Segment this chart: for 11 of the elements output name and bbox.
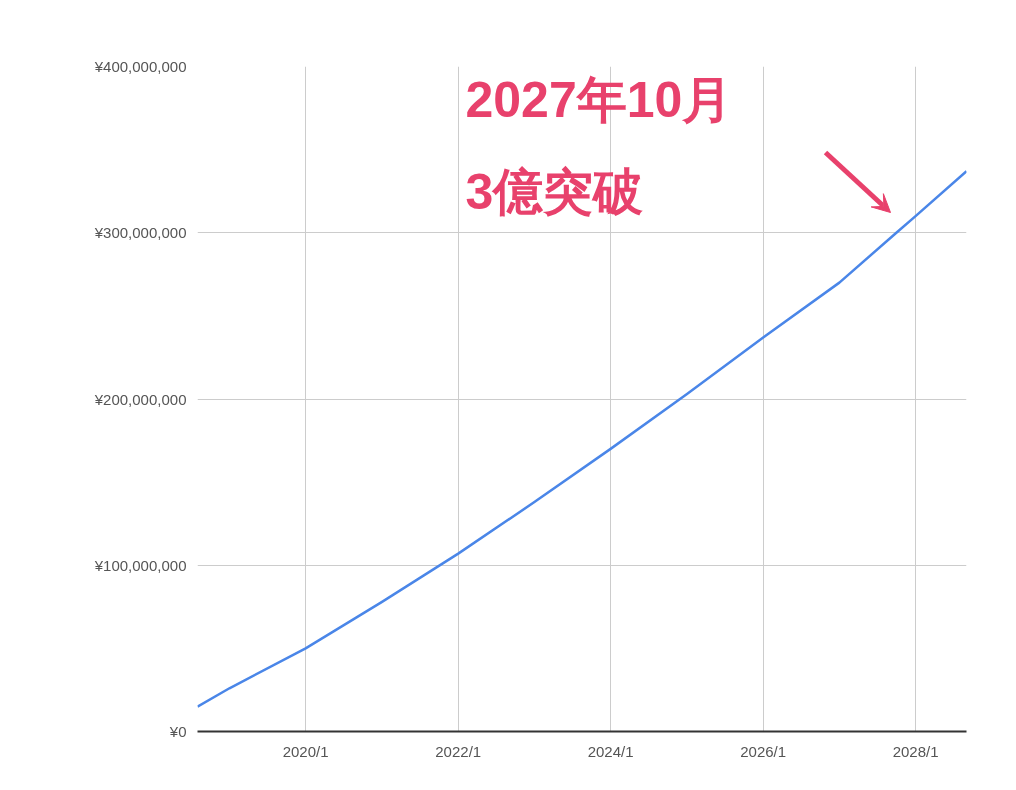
x-tick-label: 2028/1 bbox=[892, 742, 939, 760]
x-tick-label: 2024/1 bbox=[587, 742, 634, 760]
y-tick-label: ¥100,000,000 bbox=[93, 556, 187, 574]
y-tick-label: ¥0 bbox=[168, 723, 187, 740]
y-tick-label: ¥300,000,000 bbox=[93, 224, 187, 242]
annotation: 2027年10月 3億突破 bbox=[465, 71, 733, 220]
x-tick-label: 2026/1 bbox=[740, 742, 787, 760]
x-tick-label: 2022/1 bbox=[435, 742, 482, 760]
x-tick-label: 2020/1 bbox=[282, 742, 329, 760]
y-tick-label: ¥400,000,000 bbox=[93, 58, 187, 75]
y-tick-label: ¥200,000,000 bbox=[93, 390, 187, 408]
